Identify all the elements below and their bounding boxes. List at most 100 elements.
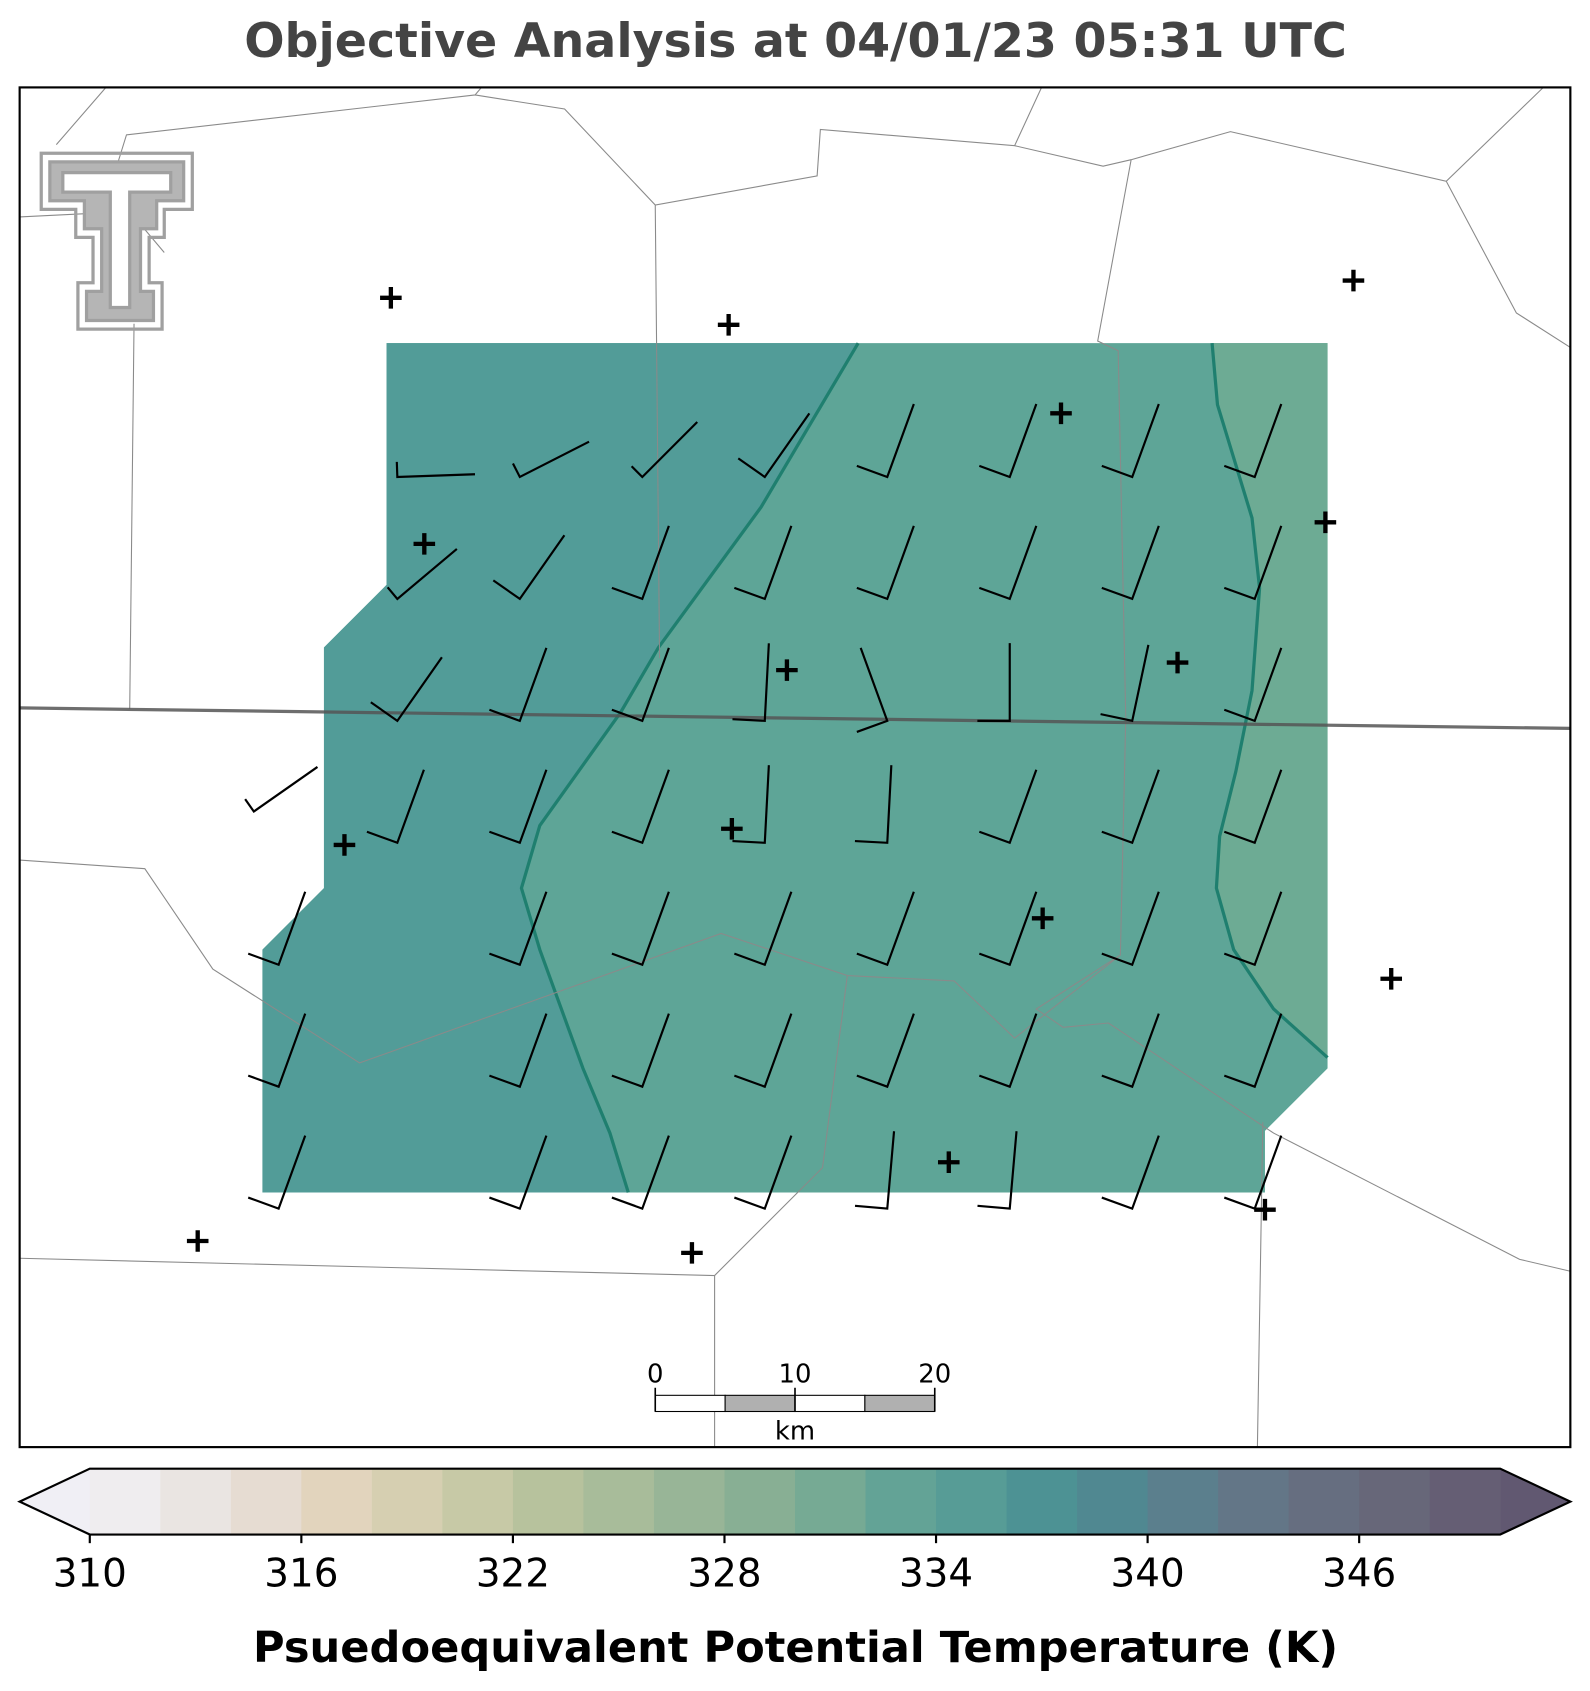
scale-bar: 0 10 20 km: [647, 1359, 951, 1446]
station-marker: [380, 287, 402, 309]
colorbar-outline: [17, 1467, 1573, 1536]
station-marker: [1314, 511, 1337, 534]
wind-barb: [489, 1013, 548, 1089]
colorbar-bin: [1077, 1468, 1149, 1535]
wind-barb: [978, 891, 1038, 967]
analysis-band: [1212, 343, 1328, 1058]
wind-barb: [733, 525, 793, 601]
colorbar-tick-label: 316: [264, 1551, 338, 1596]
colorbar-bin: [1147, 1468, 1219, 1535]
wind-barb: [856, 891, 915, 967]
colorbar-bin: [1006, 1468, 1078, 1535]
wind-barb: [856, 1013, 915, 1089]
wind-barb: [977, 643, 1011, 722]
station-marker: [1031, 907, 1054, 930]
colorbar-tick-label: 322: [476, 1551, 550, 1596]
colorbar-bin: [583, 1468, 655, 1535]
colorbar-bin: [1429, 1468, 1501, 1535]
wind-barb: [611, 647, 670, 723]
wind-barb: [611, 525, 670, 601]
wind-barb: [978, 769, 1038, 845]
colorbar-bin: [89, 1468, 161, 1535]
wind-barb: [611, 769, 670, 845]
wind-barb: [1101, 1135, 1160, 1211]
wind-barb: [611, 891, 670, 967]
wind-barb: [1223, 403, 1283, 479]
wind-barb: [366, 769, 425, 845]
station-marker: [1342, 269, 1365, 292]
colorbar-bin: [1218, 1468, 1290, 1535]
contour-line: [519, 342, 860, 1193]
wind-barbs: [244, 403, 1283, 1211]
wind-barb: [489, 1135, 548, 1211]
wind-barb: [733, 1135, 793, 1211]
colorbar-bin: [1359, 1468, 1431, 1535]
station-markers: [186, 269, 1403, 1264]
contour-line: [1210, 343, 1329, 1059]
wind-barb: [1223, 1013, 1283, 1089]
wind-barb: [1101, 525, 1160, 601]
colorbar-bin: [160, 1468, 232, 1535]
wind-barb: [1223, 647, 1283, 723]
wind-barb: [395, 461, 476, 479]
scale-tick-label: 20: [918, 1359, 951, 1389]
station-marker: [333, 834, 356, 856]
colorbar-bin: [230, 1468, 302, 1535]
station-marker: [1166, 651, 1189, 674]
station-marker: [1380, 967, 1403, 990]
wind-barb: [978, 525, 1038, 601]
map-frame: [18, 86, 1572, 1449]
scale-tick-label: 0: [647, 1359, 663, 1389]
colorbar-bin: [865, 1468, 937, 1535]
colorbar-tick-label: 310: [53, 1551, 127, 1596]
colorbar-bin: [371, 1468, 443, 1535]
wind-barb: [1101, 1013, 1160, 1089]
wind-barb: [512, 440, 590, 479]
wind-barb: [1100, 644, 1150, 723]
wind-barb: [611, 1135, 670, 1211]
logo: [39, 151, 194, 331]
station-marker: [1050, 402, 1072, 425]
station-marker: [937, 1151, 960, 1174]
wind-barb: [854, 1131, 896, 1210]
colorbar-tick-label: 328: [687, 1551, 761, 1596]
wind-barb: [1223, 525, 1283, 601]
station-marker: [721, 817, 743, 840]
scale-segment: [864, 1394, 936, 1413]
colorbar-bin: [653, 1468, 726, 1535]
colorbar-extend: [1499, 1467, 1572, 1536]
wind-barb: [247, 1135, 307, 1211]
scale-segment: [724, 1394, 796, 1413]
wind-barb: [611, 1013, 670, 1089]
station-marker: [1254, 1198, 1276, 1221]
colorbar-bin: [936, 1468, 1008, 1535]
wind-barb: [386, 548, 458, 601]
colorbar-label: Psuedoequivalent Potential Temperature (…: [253, 1623, 1338, 1673]
colorbar-bin: [795, 1468, 867, 1535]
wind-barb: [1223, 769, 1283, 845]
wind-barb: [854, 765, 893, 844]
wind-barb: [856, 647, 889, 733]
wind-barb: [733, 891, 793, 967]
wind-barb: [489, 891, 548, 967]
colorbar-bin: [301, 1468, 373, 1535]
colorbar: 310 316 322 328 334 340 346: [17, 1467, 1573, 1596]
wind-barb: [856, 525, 915, 601]
wind-barb: [978, 1013, 1038, 1089]
wind-barb: [1223, 891, 1283, 967]
scale-tick-label: 10: [779, 1359, 812, 1389]
wind-barb: [247, 891, 307, 967]
colorbar-tick-label: 346: [1322, 1551, 1396, 1596]
map-title: Objective Analysis at 04/01/23 05:31 UTC: [244, 14, 1347, 69]
wind-barb: [978, 403, 1038, 479]
wind-barb: [489, 647, 548, 723]
colorbar-bin: [512, 1468, 584, 1535]
station-marker: [776, 659, 798, 681]
station-marker: [717, 314, 740, 336]
colorbar-extend: [18, 1467, 91, 1536]
colorbar-bin: [1288, 1468, 1360, 1535]
station-marker: [681, 1242, 703, 1264]
colorbar-tick-label: 334: [899, 1551, 973, 1596]
wind-barb: [733, 1013, 793, 1089]
